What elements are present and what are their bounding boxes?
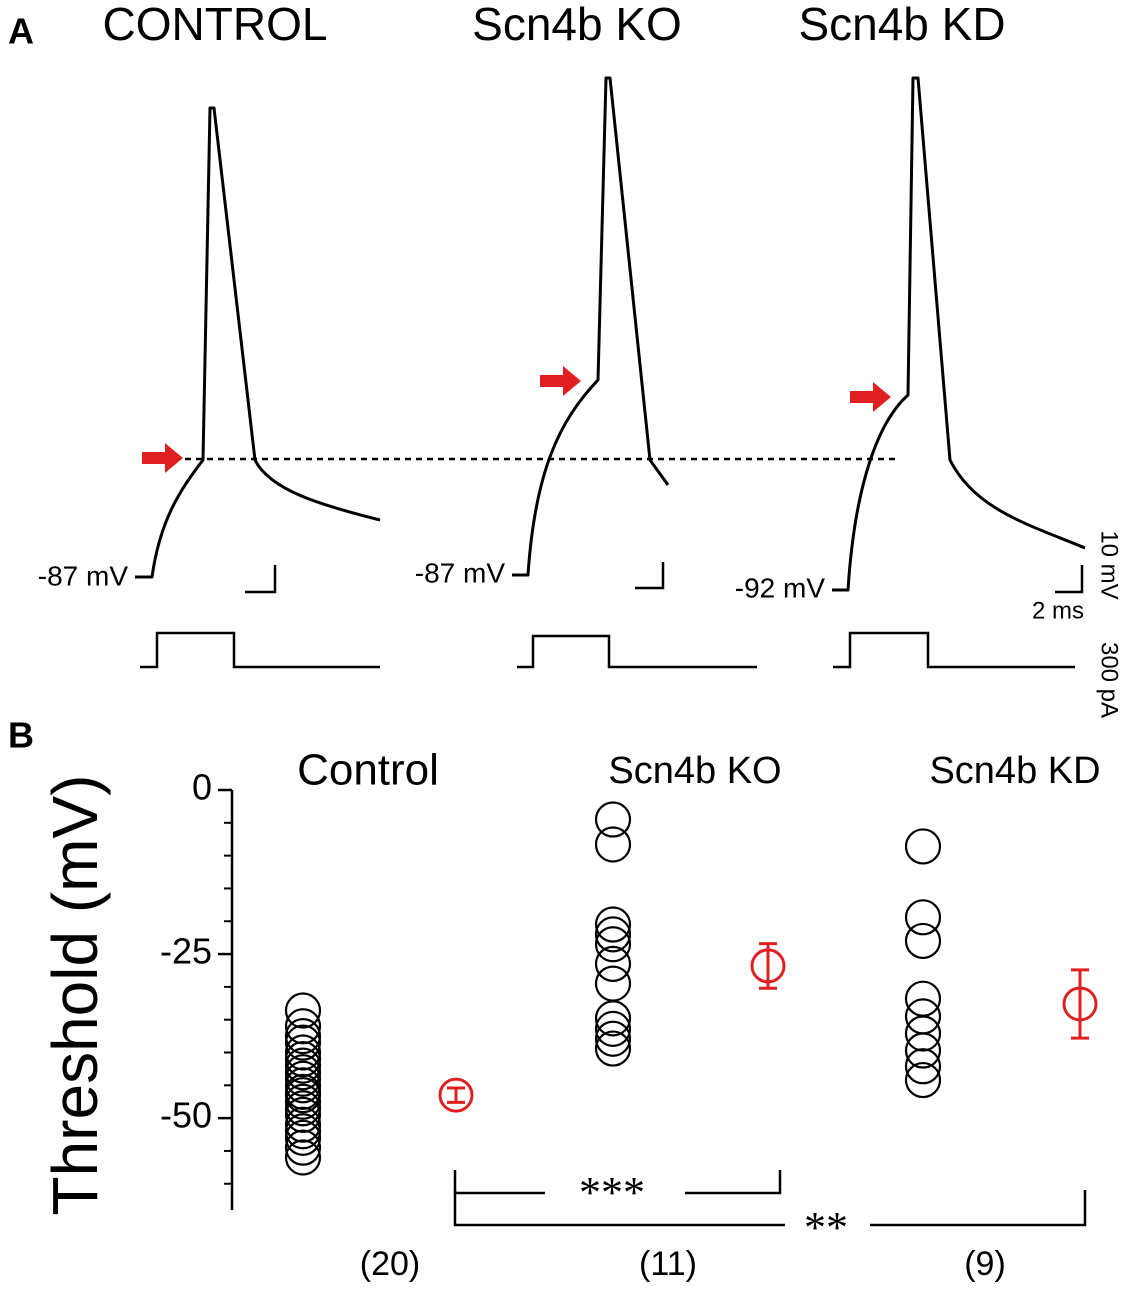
arrow: [850, 382, 891, 412]
category-label: Scn4b KD: [929, 750, 1100, 792]
rest-label: -92 mV: [735, 572, 826, 603]
trace: [512, 76, 670, 577]
data-point: [594, 965, 632, 1002]
scale-bar: [245, 565, 277, 594]
significance-label: ***: [579, 1168, 645, 1217]
data-point: [594, 926, 632, 963]
data-point: [284, 1119, 322, 1156]
data-point: [284, 1034, 322, 1071]
panel-label: A: [8, 11, 34, 52]
current-step: [833, 631, 1075, 669]
scale-label: 2 ms: [1032, 597, 1084, 624]
arrow: [142, 443, 183, 473]
significance-bracket: [453, 1190, 1087, 1227]
mean-point: [438, 1077, 474, 1113]
data-point: [284, 1096, 322, 1133]
significance-label: **: [804, 1203, 848, 1252]
arrow: [540, 366, 581, 396]
scale-label: 300 pA: [1096, 642, 1123, 718]
data-point: [904, 828, 942, 865]
trace-title: Scn4b KO: [472, 0, 682, 50]
data-point: [284, 1047, 322, 1084]
data-point: [284, 1060, 322, 1097]
data-point: [594, 826, 632, 863]
data-point: [284, 1139, 322, 1176]
data-point: [594, 1020, 632, 1057]
trace: [832, 76, 1086, 592]
data-point: [594, 916, 632, 953]
data-point: [594, 1000, 632, 1037]
scale-bar: [635, 562, 665, 590]
data-point: [904, 1061, 942, 1099]
scale-label: 10 mV: [1096, 530, 1123, 599]
data-point: [284, 1024, 322, 1061]
data-point: [284, 1054, 322, 1091]
rest-label: -87 mV: [38, 560, 129, 591]
data-point: [594, 1010, 632, 1047]
y-axis-title: Threshold (mV): [39, 775, 111, 1216]
data-point: [284, 1008, 322, 1045]
data-point: [904, 1015, 942, 1052]
data-point: [594, 1030, 632, 1067]
data-point: [904, 899, 942, 936]
y-tick-label: -25: [160, 931, 212, 972]
data-point: [284, 1106, 322, 1143]
data-point: [284, 992, 322, 1029]
mean-point: [1062, 986, 1098, 1022]
data-point: [284, 1017, 322, 1055]
data-point: [284, 1129, 322, 1166]
data-point: [904, 1048, 942, 1085]
data-point: [904, 922, 942, 960]
mean-point: [750, 948, 786, 984]
data-point: [904, 1032, 942, 1069]
data-point: [594, 945, 632, 983]
y-tick-label: -50: [160, 1095, 212, 1136]
panel-label: B: [8, 715, 34, 756]
error-bar: [1071, 968, 1089, 1040]
data-point: [594, 906, 632, 943]
data-point: [284, 1090, 322, 1127]
data-point: [284, 1067, 322, 1104]
category-label: Scn4b KO: [608, 750, 781, 792]
current-step: [140, 631, 380, 669]
data-point: [594, 801, 632, 838]
y-tick-label: 0: [192, 767, 212, 808]
trace-title: CONTROL: [103, 0, 328, 50]
data-point: [284, 1040, 322, 1078]
count-label: (20): [360, 1245, 420, 1283]
data-point: [284, 1077, 322, 1114]
scale-bar: [1055, 565, 1084, 594]
data-point: [284, 1083, 322, 1120]
trace-title: Scn4b KD: [798, 0, 1005, 50]
trace: [135, 106, 381, 579]
category-label: Control: [297, 746, 439, 795]
count-label: (11): [639, 1245, 697, 1283]
current-step: [517, 634, 757, 669]
error-bar: [447, 1086, 465, 1104]
data-point: [284, 1113, 322, 1150]
rest-label: -87 mV: [415, 557, 506, 588]
count-label: (9): [964, 1245, 1006, 1283]
